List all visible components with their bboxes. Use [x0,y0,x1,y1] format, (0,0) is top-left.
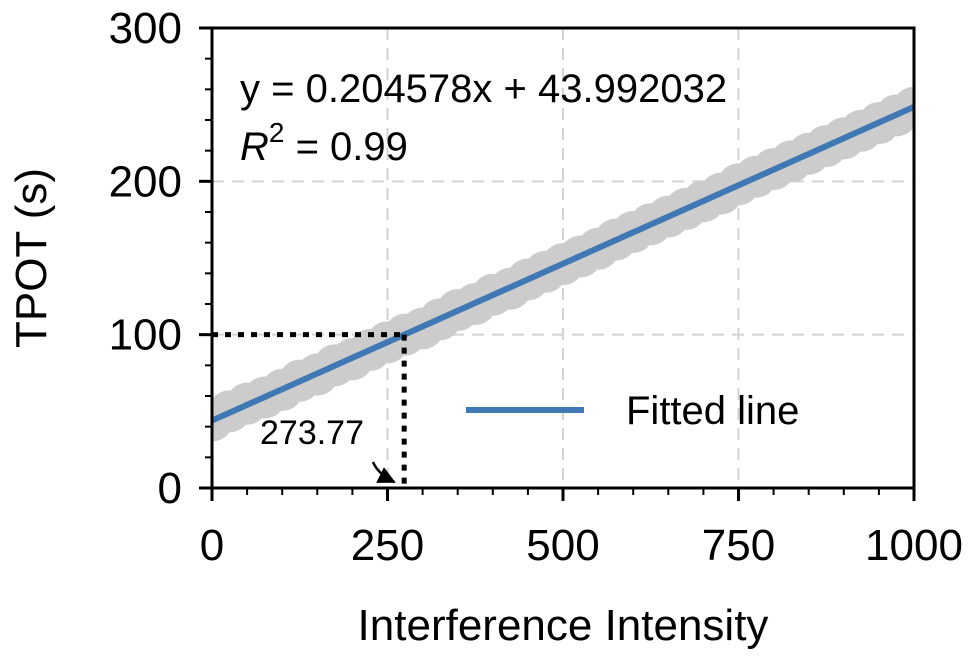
r-squared-symbol: R [240,125,269,169]
legend-label-fitted-line: Fitted line [626,389,799,433]
reference-arrow [371,461,396,484]
x-tick-label: 0 [200,521,224,570]
reference-x-label: 273.77 [260,414,364,452]
reference-lines: 273.77 [212,332,407,488]
tick-labels: 0 250 500 750 1000 0 100 200 300 [109,4,963,570]
fitted-line [212,104,914,424]
x-tick-label: 500 [526,521,599,570]
x-tick-label: 750 [702,521,775,570]
r-squared-value: = 0.99 [284,125,407,169]
r-squared-label: R2 = 0.99 [240,117,408,169]
x-tick-label: 250 [351,521,424,570]
fit-equation: y = 0.204578x + 43.992032 [240,67,727,111]
x-tick-label: 1000 [865,521,963,570]
y-tick-label: 200 [109,157,182,206]
x-axis-title: Interference Intensity [358,601,769,650]
data-point [893,86,914,129]
y-tick-label: 100 [109,311,182,360]
r-squared-superscript: 2 [269,117,285,148]
y-axis-title: TPOT (s) [7,168,56,348]
y-tick-label: 0 [158,464,182,513]
fitted-line-layer [212,104,914,424]
axis-ticks [199,26,916,501]
legend: Fitted line [466,389,799,433]
y-tick-label: 300 [109,4,182,53]
